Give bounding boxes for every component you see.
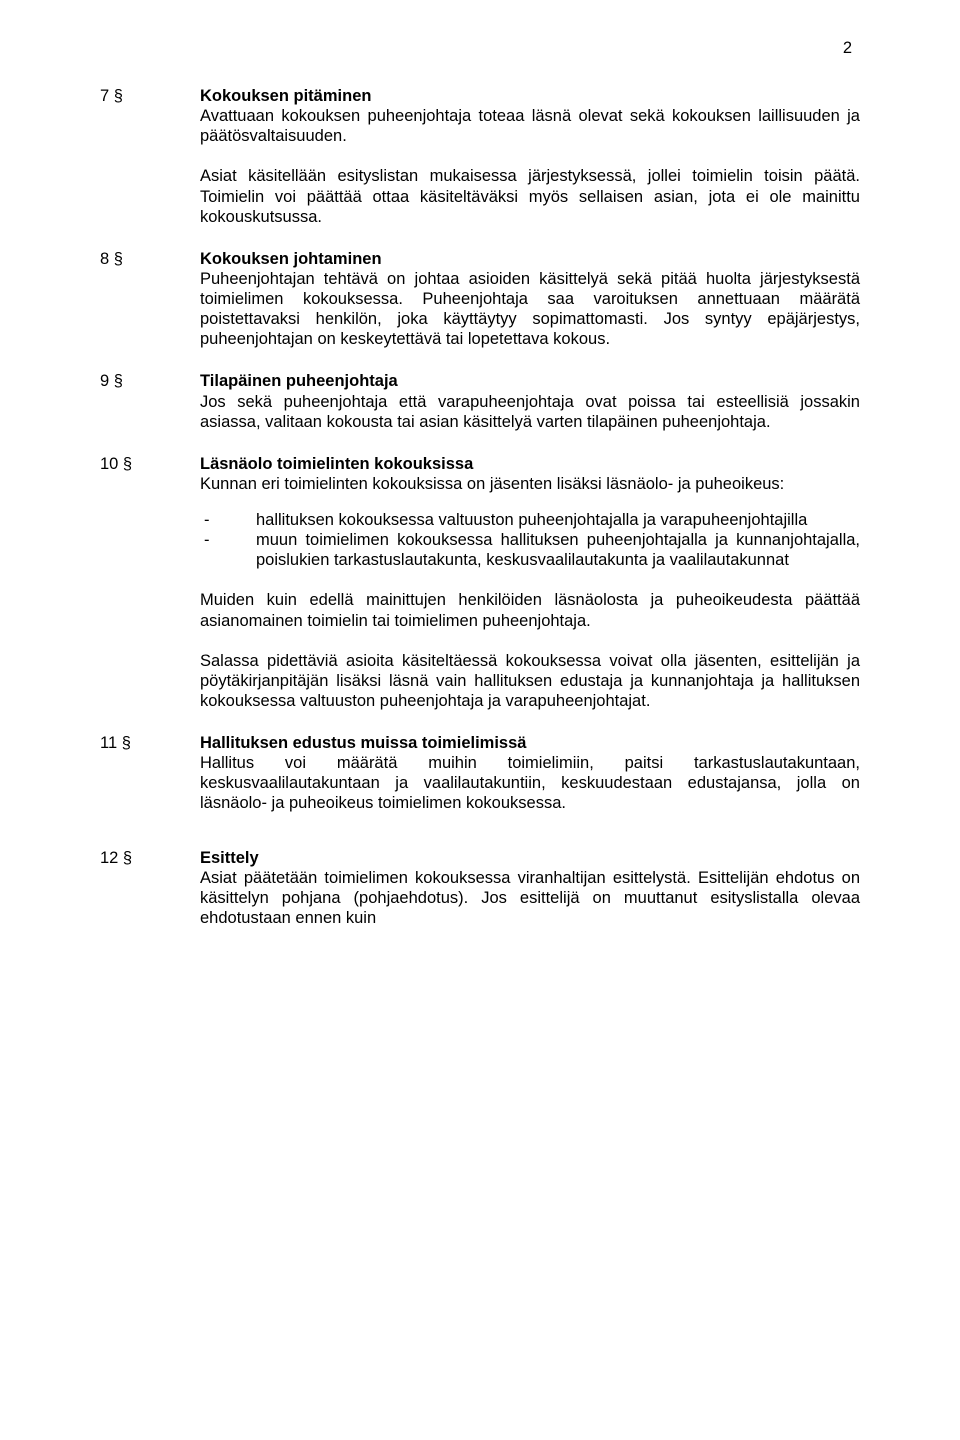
paragraph: Puheenjohtajan tehtävä on johtaa asioide…: [200, 269, 860, 350]
paragraph: Avattuaan kokouksen puheenjohtaja toteaa…: [200, 106, 860, 146]
bullet-text: hallituksen kokouksessa valtuuston puhee…: [256, 510, 860, 530]
paragraph: Asiat päätetään toimielimen kokouksessa …: [200, 868, 860, 928]
section-title-text: Hallituksen edustus muissa toimielimissä: [200, 734, 526, 752]
section-number: 9 §: [100, 371, 200, 431]
section-title: Tilapäinen puheenjohtaja: [200, 371, 860, 391]
section-number: 8 §: [100, 249, 200, 350]
section-8: 8 § Kokouksen johtaminen Puheenjohtajan …: [100, 249, 860, 350]
section-title: Kokouksen johtaminen: [200, 249, 860, 269]
paragraph: Salassa pidettäviä asioita käsiteltäessä…: [200, 651, 860, 711]
section-number: 12 §: [100, 848, 200, 929]
section-body: Tilapäinen puheenjohtaja Jos sekä puheen…: [200, 371, 860, 431]
section-body: Esittely Asiat päätetään toimielimen kok…: [200, 848, 860, 929]
section-title: Hallituksen edustus muissa toimielimissä: [200, 733, 860, 753]
section-12: 12 § Esittely Asiat päätetään toimielime…: [100, 848, 860, 929]
section-title-text: Kokouksen pitäminen: [200, 87, 371, 105]
section-9: 9 § Tilapäinen puheenjohtaja Jos sekä pu…: [100, 371, 860, 431]
bullet-dash-icon: -: [200, 510, 256, 530]
list-item: - muun toimielimen kokouksessa hallituks…: [200, 530, 860, 570]
bullet-text: muun toimielimen kokouksessa hallituksen…: [256, 530, 860, 570]
paragraph: Hallitus voi määrätä muihin toimielimiin…: [200, 753, 860, 813]
paragraph: Kunnan eri toimielinten kokouksissa on j…: [200, 474, 860, 494]
section-title-text: Esittely: [200, 849, 259, 867]
bullet-list: - hallituksen kokouksessa valtuuston puh…: [200, 510, 860, 570]
section-title-text: Kokouksen johtaminen: [200, 250, 382, 268]
paragraph: Muiden kuin edellä mainittujen henkilöid…: [200, 590, 860, 630]
list-item: - hallituksen kokouksessa valtuuston puh…: [200, 510, 860, 530]
paragraph: Jos sekä puheenjohtaja että varapuheenjo…: [200, 392, 860, 432]
section-number: 11 §: [100, 733, 200, 814]
section-7: 7 § Kokouksen pitäminen Avattuaan kokouk…: [100, 86, 860, 227]
paragraph: Asiat käsitellään esityslistan mukaisess…: [200, 166, 860, 226]
bullet-dash-icon: -: [200, 530, 256, 570]
page-number: 2: [843, 38, 852, 58]
section-title: Läsnäolo toimielinten kokouksissa: [200, 454, 860, 474]
section-11: 11 § Hallituksen edustus muissa toimieli…: [100, 733, 860, 814]
section-title-text: Tilapäinen puheenjohtaja: [200, 372, 398, 390]
section-body: Läsnäolo toimielinten kokouksissa Kunnan…: [200, 454, 860, 711]
section-title: Kokouksen pitäminen: [200, 86, 860, 106]
section-title-text: Läsnäolo toimielinten kokouksissa: [200, 455, 473, 473]
section-body: Hallituksen edustus muissa toimielimissä…: [200, 733, 860, 814]
section-number: 7 §: [100, 86, 200, 227]
section-title: Esittely: [200, 848, 860, 868]
section-number: 10 §: [100, 454, 200, 711]
section-body: Kokouksen johtaminen Puheenjohtajan teht…: [200, 249, 860, 350]
section-body: Kokouksen pitäminen Avattuaan kokouksen …: [200, 86, 860, 227]
section-10: 10 § Läsnäolo toimielinten kokouksissa K…: [100, 454, 860, 711]
